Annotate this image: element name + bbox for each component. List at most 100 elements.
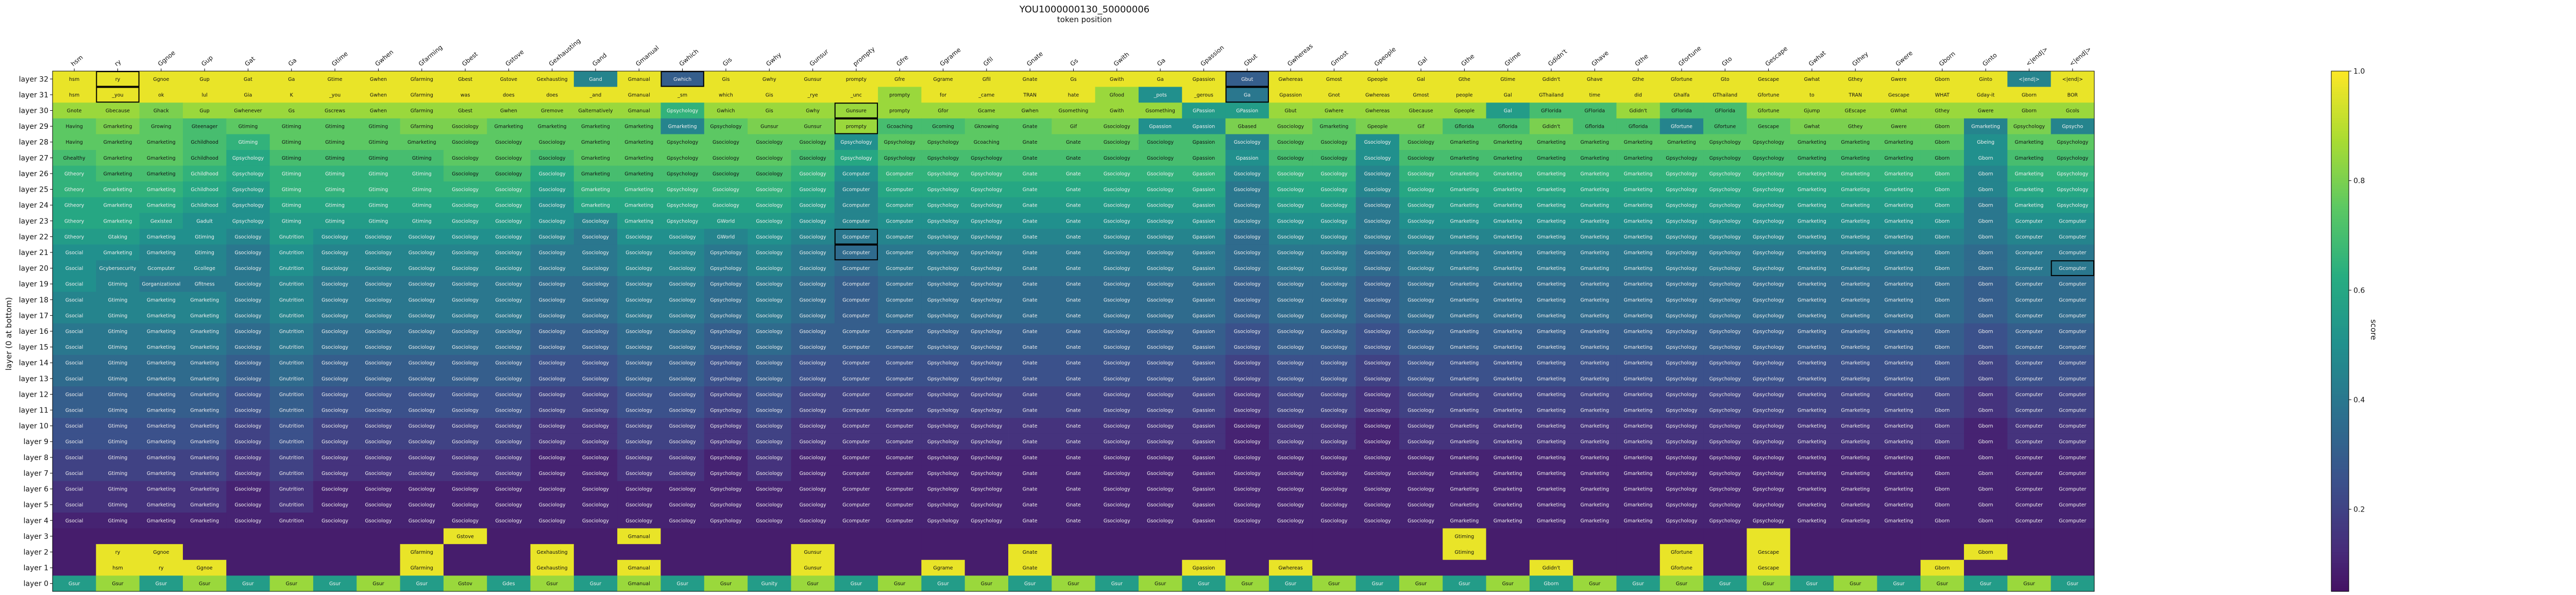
cell-label: Gsociology	[756, 187, 783, 193]
heatmap-cell	[1573, 165, 1617, 182]
cell-label: Gmarketing	[1580, 345, 1609, 350]
colorbar-segment	[2331, 581, 2349, 584]
cell-label: Gtiming	[412, 171, 432, 177]
cell-label: Gpsychology	[1709, 471, 1741, 477]
cell-label: Gnate	[1066, 376, 1081, 382]
cell-label: Gmarketing	[1450, 329, 1479, 335]
cell-label: Gnutrition	[279, 518, 304, 524]
cell-label: Gwhereas	[1365, 108, 1389, 114]
heatmap-cell	[1312, 528, 1356, 545]
heatmap-cell	[357, 260, 400, 277]
heatmap-cell	[1747, 213, 1791, 229]
heatmap-cell	[182, 229, 227, 245]
heatmap-cell	[269, 87, 314, 103]
cell-label: Gmarketing	[147, 408, 176, 414]
x-tick-label: Ga	[1156, 57, 1167, 67]
heatmap-cell	[139, 181, 183, 198]
cell-label: Gtiming	[1455, 534, 1475, 539]
cell-label: Gsociology	[1408, 297, 1434, 303]
colorbar-segment	[2331, 175, 2349, 178]
cell-label: Gsociology	[1277, 502, 1304, 508]
cell-label: Gsociology	[495, 156, 522, 161]
heatmap-cell	[313, 229, 357, 245]
cell-label: Ggnoe	[153, 77, 169, 82]
cell-label: Gmarketing	[1885, 329, 1913, 335]
colorbar-segment	[2331, 178, 2349, 181]
heatmap-cell	[1790, 87, 1834, 103]
cell-label: Gsociology	[756, 234, 783, 240]
cell-label: Gcomputer	[2059, 502, 2086, 508]
cell-label: Gborn	[1978, 187, 1993, 193]
cell-label: Gsociology	[625, 234, 652, 240]
heatmap-cell	[1703, 103, 1747, 119]
cell-label: Gmarketing	[1624, 203, 1653, 209]
heatmap-cell	[1052, 213, 1096, 229]
heatmap-cell	[2007, 544, 2052, 560]
cell-label: Gtiming	[108, 423, 128, 429]
cell-label: Gnate	[1066, 203, 1081, 209]
heatmap-cell	[748, 71, 791, 88]
cell-label: Gmarketing	[1537, 218, 1566, 224]
cell-label: Gtiming	[369, 203, 388, 209]
heatmap-cell	[443, 165, 487, 182]
heatmap-cell	[96, 260, 140, 277]
heatmap-cell	[1268, 260, 1313, 277]
heatmap-cell	[1964, 134, 2008, 150]
heatmap-cell	[748, 165, 791, 182]
heatmap-cell	[269, 260, 314, 277]
cell-label: Gmarketing	[1494, 140, 1522, 145]
colorbar-segment	[2331, 209, 2349, 212]
x-tick-label: Ginto	[1981, 52, 1998, 67]
cell-label: Gnate	[1066, 455, 1081, 461]
cell-label: Gsociology	[365, 518, 392, 524]
cell-label: Gnate	[1023, 423, 1038, 429]
heatmap-cell	[1964, 197, 2008, 213]
heatmap-cell	[1529, 260, 1573, 277]
heatmap-cell	[1182, 528, 1226, 545]
cell-label: Gborn	[1978, 408, 1993, 414]
colorbar-segment	[2331, 110, 2349, 113]
heatmap-cell	[1399, 165, 1443, 182]
cell-label: Gmarketing	[1450, 455, 1479, 461]
cell-label: Gsociology	[1104, 203, 1130, 209]
heatmap-cell	[96, 244, 140, 261]
heatmap-cell	[1703, 244, 1747, 261]
cell-label: Gpassion	[1193, 156, 1215, 161]
heatmap-cell	[53, 87, 96, 103]
heatmap-cell	[1138, 181, 1182, 198]
cell-label: Gsociology	[539, 502, 566, 508]
cell-label: Gsociology	[539, 218, 566, 224]
y-tick-label: layer 8	[24, 454, 48, 462]
y-tick-label: layer 24	[19, 201, 48, 210]
heatmap-cell	[834, 71, 878, 88]
cell-label: Gcomputer	[2015, 439, 2043, 445]
colorbar-segment	[2331, 586, 2349, 589]
cell-label: Gpassion	[1193, 234, 1215, 240]
cell-label: Gsociology	[452, 471, 479, 477]
cell-label: Gnate	[1066, 518, 1081, 524]
cell-label: Gborn	[1978, 234, 1993, 240]
cell-label: does	[503, 92, 515, 98]
heatmap-cell	[1529, 134, 1573, 150]
heatmap-cell	[357, 181, 400, 198]
colorbar-segment	[2331, 282, 2349, 285]
cell-label: Having	[66, 140, 83, 145]
colorbar-segment	[2331, 313, 2349, 316]
colorbar-segment	[2331, 206, 2349, 210]
cell-label: Gsociology	[409, 423, 435, 429]
heatmap-cell	[443, 559, 487, 576]
heatmap-cell	[1790, 559, 1834, 576]
cell-label: Gsur	[1937, 581, 1948, 587]
heatmap-cell	[1312, 165, 1356, 182]
colorbar-segment	[2331, 74, 2349, 77]
cell-label: Gborn	[1935, 502, 1950, 508]
heatmap-cell	[921, 103, 965, 119]
cell-label: Gmarketing	[1798, 439, 1826, 445]
cell-label: Gpsychology	[667, 187, 699, 193]
cell-label: Gtiming	[108, 361, 128, 366]
heatmap-cell	[1486, 165, 1530, 182]
cell-label: Gpsychology	[927, 502, 959, 508]
cell-label: Gjump	[1804, 108, 1820, 114]
cell-label: Gmarketing	[1450, 282, 1479, 287]
cell-label: Gpsychology	[667, 171, 699, 177]
